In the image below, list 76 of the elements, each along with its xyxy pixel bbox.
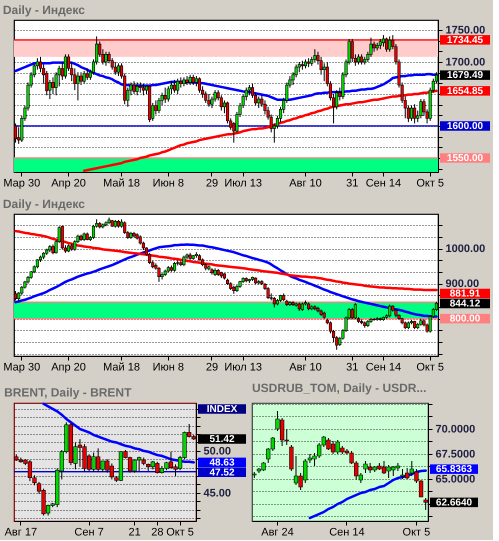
candlestick	[179, 76, 182, 88]
text: 844.12	[450, 298, 480, 310]
candlestick	[86, 68, 89, 80]
x-tick-label: Июн 8	[152, 178, 184, 190]
text: INDEX	[206, 404, 238, 415]
x-tick-label: Май 18	[103, 362, 140, 374]
text: 51.42	[209, 434, 235, 445]
candlestick	[51, 76, 55, 94]
x-tick-label: Апр 20	[51, 178, 86, 190]
line-series	[14, 243, 438, 318]
x-tick-label: Окт 5	[416, 362, 444, 374]
y-tick-label: 1000.00	[446, 243, 486, 256]
x-tick-label: 21	[128, 526, 141, 538]
x-tick-label: Сен 14	[366, 362, 402, 374]
data-label: 48.63	[209, 457, 235, 468]
x-tick-label: Июн 8	[152, 362, 184, 374]
candlestick	[394, 308, 398, 318]
candlestick	[272, 296, 276, 308]
x-tick-label: Окт 5	[166, 526, 194, 538]
text: 62.6640	[436, 497, 472, 508]
line-series	[308, 469, 427, 520]
y-tick-label: 65.0000	[436, 474, 476, 486]
candlestick	[385, 37, 388, 52]
x-tick-label: 29	[206, 178, 218, 190]
data-label: 1654.85	[446, 86, 484, 97]
x-tick-label: Авг 10	[289, 362, 322, 374]
candlestick	[388, 36, 392, 52]
x-tick-label: Авг 17	[4, 526, 38, 538]
text: 1679.49	[446, 70, 484, 82]
x-tick-label: Мар 30	[3, 362, 40, 374]
line-series	[14, 230, 438, 292]
ref-line-label: 1600.00	[446, 120, 484, 132]
ref-line-label: 1550.00	[446, 152, 484, 164]
x-tick-label: Сен 7	[74, 526, 104, 538]
x-tick-label: 28	[151, 526, 164, 538]
candlestick	[372, 41, 376, 52]
chart-title: BRENT, Daily - BRENT	[4, 386, 132, 400]
y-tick-label: 45.00	[204, 487, 232, 500]
x-tick-label: Авг 24	[261, 526, 294, 538]
data-label: 65.8363	[436, 464, 473, 476]
chart-title: Daily - Индекс	[2, 197, 86, 211]
y-tick-label: 1750.00	[446, 24, 486, 36]
candlestick	[182, 255, 186, 267]
x-tick-label: Апр 20	[51, 362, 86, 374]
y-tick-label: 1700.00	[446, 56, 486, 68]
x-tick-label: Июл 13	[224, 178, 262, 190]
y-tick-label: 900.00	[446, 278, 480, 290]
candlestick	[164, 87, 167, 104]
ref-line-label: 1734.45	[446, 34, 484, 46]
x-tick-label: Окт 5	[402, 526, 430, 538]
line-series	[42, 402, 195, 464]
x-tick-label: Сен 14	[366, 178, 402, 190]
x-tick-label: 31	[346, 362, 358, 374]
chart-title: Daily - Индекс	[2, 3, 86, 17]
y-tick-label: 70.0000	[436, 424, 476, 436]
x-tick-label: Окт 5	[416, 178, 444, 190]
candlestick	[382, 34, 385, 48]
ref-line-label: 47.52	[209, 467, 235, 478]
candlestick	[76, 72, 80, 101]
chart-title: USDRUB_TOM, Daily - USDR...	[252, 381, 426, 395]
ref-line-label: 800.00	[450, 314, 481, 325]
x-tick-label: Июл 13	[224, 362, 262, 374]
candlestick	[79, 72, 83, 86]
candlestick	[51, 244, 55, 255]
x-tick-label: Сен 14	[329, 526, 365, 538]
y-tick-label: 50.00	[204, 445, 232, 458]
y-tick-label: 67.5000	[436, 448, 476, 460]
x-tick-label: Авг 10	[289, 178, 322, 190]
candlestick	[378, 38, 382, 50]
x-tick-label: 29	[206, 362, 218, 374]
candlestick	[350, 38, 354, 62]
data-label: 881.91	[450, 288, 481, 300]
x-tick-label: 31	[346, 178, 358, 190]
x-tick-label: Май 18	[103, 178, 140, 190]
x-tick-label: Мар 30	[3, 178, 40, 190]
candlestick	[388, 304, 392, 318]
